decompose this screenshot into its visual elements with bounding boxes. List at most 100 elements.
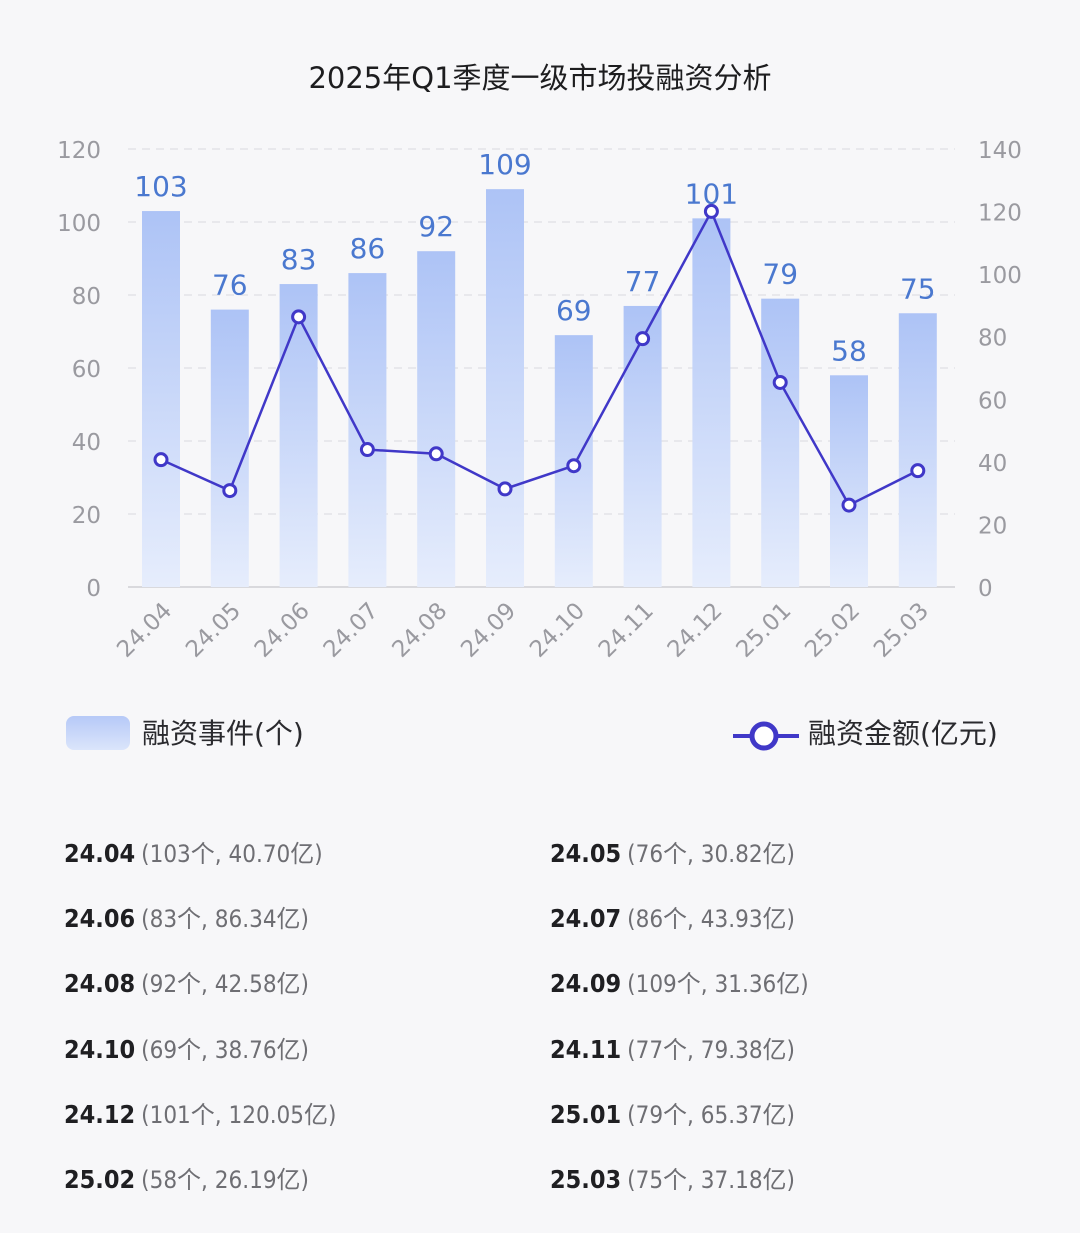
line-series: [160, 208, 919, 507]
detail-values: (103个, 40.70亿): [141, 840, 323, 868]
detail-item: 24.10 (69个, 38.76亿): [64, 1030, 309, 1065]
detail-month: 25.02: [64, 1165, 136, 1194]
bar: [898, 313, 937, 587]
y-left-tick-label: 40: [72, 430, 101, 456]
line-point: [635, 331, 651, 347]
detail-values: (83个, 86.34亿): [141, 905, 309, 933]
detail-item: 25.03 (75个, 37.18亿): [550, 1160, 795, 1195]
detail-values: (101个, 120.05亿): [141, 1101, 337, 1129]
y-left-tick-label: 60: [72, 357, 101, 383]
detail-month: 24.05: [550, 839, 622, 868]
legend-bar-label: 融资事件(个): [142, 717, 304, 750]
bar-value-label: 109: [478, 148, 531, 181]
bar-value-label: 83: [281, 243, 317, 276]
line-point: [566, 458, 582, 474]
detail-month: 24.12: [64, 1100, 136, 1129]
combo-chart: 0 20 40 60 80 100 120 0 20 40 60 80 100 120 140 103 76 83…: [57, 138, 1022, 663]
y-right-tick-label: 100: [978, 263, 1022, 289]
detail-month: 25.03: [550, 1165, 622, 1194]
bar: [348, 273, 387, 587]
detail-month: 24.09: [550, 969, 622, 998]
detail-item: 25.01 (79个, 65.37亿): [550, 1095, 795, 1130]
x-tick-label: 24.04: [112, 598, 177, 663]
line-point: [703, 203, 719, 219]
bar-value-label: 75: [900, 272, 936, 305]
detail-item: 24.08 (92个, 42.58亿): [64, 964, 309, 999]
detail-item: 24.12 (101个, 120.05亿): [64, 1095, 336, 1130]
bar: [417, 251, 456, 587]
detail-month: 24.10: [64, 1035, 136, 1064]
bar-value-label: 76: [212, 269, 248, 302]
detail-item: 24.11 (77个, 79.38亿): [550, 1030, 795, 1065]
y-right-tick-label: 0: [978, 576, 993, 602]
x-tick-label: 25.02: [800, 598, 865, 663]
bar-value-label: 92: [418, 210, 454, 243]
bar-value-label: 69: [556, 294, 592, 327]
detail-values: (109个, 31.36亿): [627, 970, 809, 998]
bar-value-label: 58: [831, 334, 867, 367]
x-tick-label: 24.07: [319, 598, 384, 663]
line-point: [772, 374, 788, 390]
bar-value-label: 103: [134, 170, 187, 203]
x-tick-label: 25.03: [869, 598, 934, 663]
line-point: [291, 309, 307, 325]
y-right-tick-label: 20: [978, 513, 1007, 539]
detail-item: 25.02 (58个, 26.19亿): [64, 1160, 309, 1195]
y-right-tick-label: 60: [978, 388, 1007, 414]
detail-month: 24.07: [550, 904, 622, 933]
detail-month: 24.08: [64, 969, 136, 998]
bar-value-label: 77: [625, 265, 661, 298]
y-right-tick-label: 120: [978, 201, 1022, 227]
line-point: [428, 446, 444, 462]
legend-line-label: 融资金额(亿元): [808, 717, 998, 750]
detail-item: 24.06 (83个, 86.34亿): [64, 899, 309, 934]
y-right-tick-label: 80: [978, 326, 1007, 352]
x-tick-label: 24.12: [663, 598, 728, 663]
x-tick-label: 24.11: [594, 598, 659, 663]
x-tick-label: 24.08: [387, 598, 452, 663]
bar-value-label: 86: [350, 232, 386, 265]
detail-values: (79个, 65.37亿): [627, 1101, 795, 1129]
detail-item: 24.05 (76个, 30.82亿): [550, 834, 795, 869]
y-left-tick-label: 20: [72, 503, 101, 529]
legend-bar-swatch: [66, 716, 130, 750]
line-point: [153, 452, 169, 468]
detail-values: (77个, 79.38亿): [627, 1036, 795, 1064]
detail-values: (86个, 43.93亿): [627, 905, 795, 933]
line-point: [222, 483, 238, 499]
line-point: [841, 497, 857, 513]
detail-month: 24.06: [64, 904, 136, 933]
x-tick-label: 25.01: [731, 598, 796, 663]
x-tick-label: 24.09: [456, 598, 521, 663]
bar-value-label: 79: [762, 258, 798, 291]
y-left-tick-label: 80: [72, 284, 101, 310]
detail-item: 24.04 (103个, 40.70亿): [64, 834, 323, 869]
x-tick-label: 24.10: [525, 598, 590, 663]
detail-month: 25.01: [550, 1100, 622, 1129]
detail-values: (69个, 38.76亿): [141, 1036, 309, 1064]
bar: [761, 298, 800, 587]
y-left-tick-label: 120: [57, 138, 101, 164]
bar: [623, 305, 662, 587]
detail-month: 24.04: [64, 839, 136, 868]
detail-values: (92个, 42.58亿): [141, 970, 309, 998]
detail-values: (58个, 26.19亿): [141, 1166, 309, 1194]
bar: [692, 218, 731, 587]
detail-values: (75个, 37.18亿): [627, 1166, 795, 1194]
bar: [486, 189, 524, 587]
detail-month: 24.11: [550, 1035, 622, 1064]
detail-item: 24.09 (109个, 31.36亿): [550, 964, 809, 999]
chart-title: 2025年Q1季度一级市场投融资分析: [308, 61, 772, 95]
y-right-tick-label: 140: [978, 138, 1022, 164]
line-point: [910, 463, 926, 479]
y-left-tick-label: 100: [57, 211, 101, 237]
y-right-tick-label: 40: [978, 451, 1007, 477]
detail-values: (76个, 30.82亿): [627, 840, 795, 868]
detail-item: 24.07 (86个, 43.93亿): [550, 899, 795, 934]
line-point: [497, 481, 513, 497]
bar: [210, 309, 249, 587]
legend-line-swatch: [733, 721, 799, 751]
bar: [142, 211, 180, 588]
x-tick-label: 24.06: [250, 598, 315, 663]
